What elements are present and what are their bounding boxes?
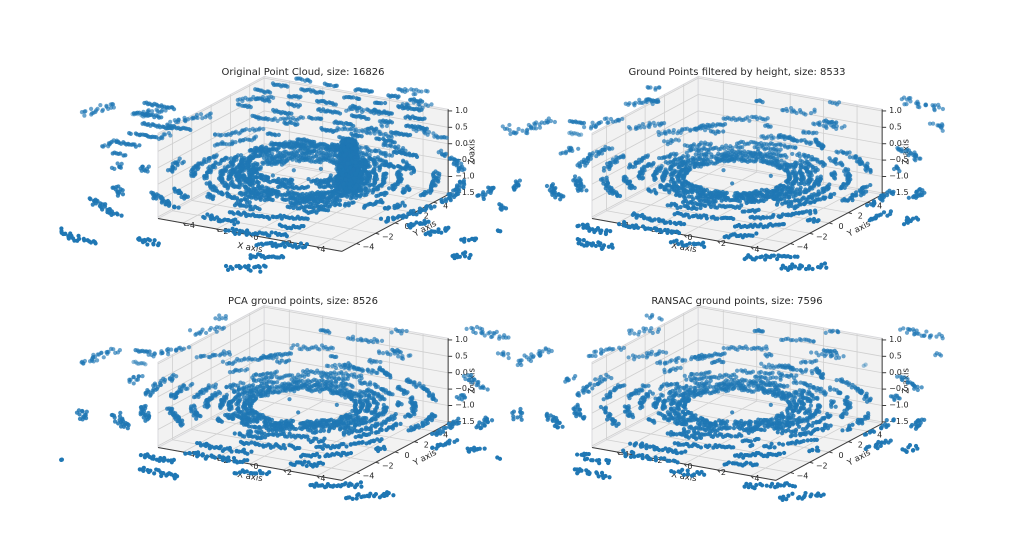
subplot-pca-ground: PCA ground points, size: 8526 [58,285,533,530]
plot-canvas-original [58,56,518,301]
subplot-original-point-cloud: Original Point Cloud, size: 16826 [58,56,533,301]
plot-canvas-ground-filtered [492,56,952,301]
subplot-ground-filtered: Ground Points filtered by height, size: … [492,56,967,301]
plot-canvas-ransac [492,285,952,530]
plot-title-pca: PCA ground points, size: 8526 [227,296,379,307]
subplot-ransac-ground: RANSAC ground points, size: 7596 [492,285,967,530]
plot-title-ransac: RANSAC ground points, size: 7596 [651,296,823,307]
plot-canvas-pca [58,285,518,530]
plot-title-ground-filtered: Ground Points filtered by height, size: … [628,67,846,78]
plot-title-original: Original Point Cloud, size: 16826 [221,67,385,78]
